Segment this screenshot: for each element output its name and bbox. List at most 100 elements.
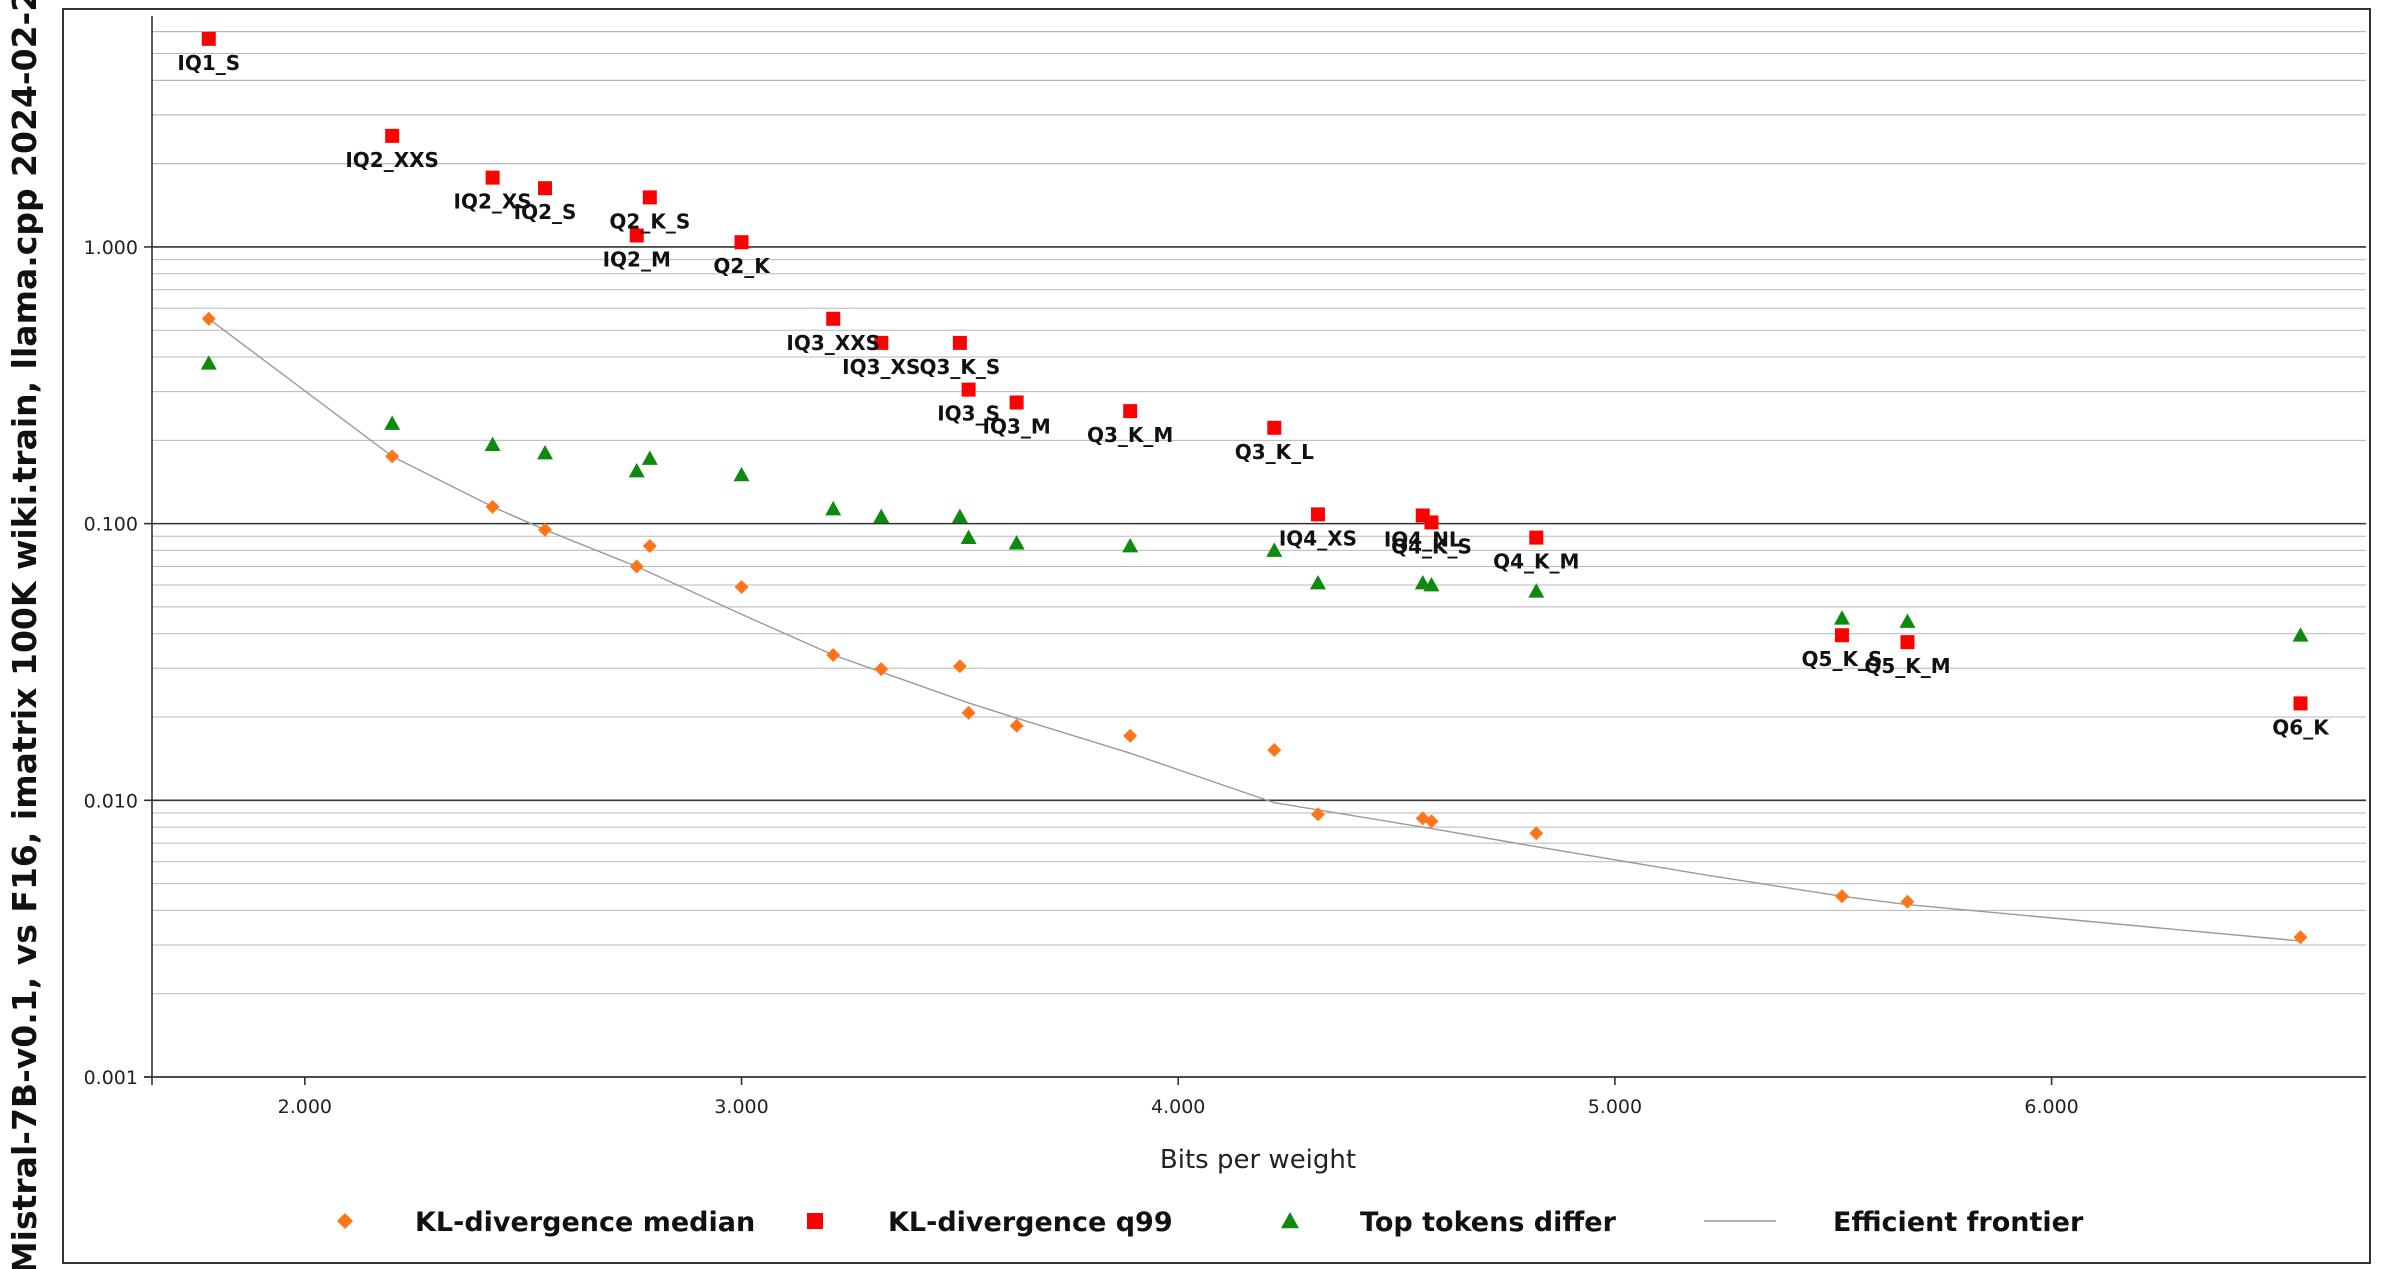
point-label: IQ3_XS <box>842 355 920 379</box>
efficient-frontier-line <box>208 318 2301 942</box>
point-label: IQ4_NL <box>1384 527 1462 551</box>
kl-median-point <box>1834 889 1849 904</box>
kl-q99-point <box>642 190 657 205</box>
point-label: Q5_K_S <box>1802 647 1883 671</box>
kl-median-point <box>1310 807 1325 822</box>
grid <box>152 31 2366 1078</box>
top-tokens-point <box>628 462 645 478</box>
kl-q99-point <box>201 31 216 46</box>
kl-q99-point <box>874 335 889 350</box>
kl-median-point <box>826 648 841 663</box>
legend-label: Top tokens differ <box>1360 1207 1617 1238</box>
legend-label: Efficient frontier <box>1833 1207 2084 1238</box>
point-label: IQ3_S <box>937 402 1000 426</box>
kl-median-point <box>1424 814 1439 829</box>
legend-label: KL-divergence q99 <box>888 1207 1173 1238</box>
point-label: Q4_K_S <box>1391 534 1472 558</box>
efficient-frontier <box>208 318 2301 942</box>
axes: 0.001 0.010 0.100 1.000 2.000 3.000 4.000 5.000… <box>84 16 2366 1118</box>
top-tokens-point <box>1122 538 1139 553</box>
y-tick-label: 0.100 <box>84 514 138 536</box>
kl-median-point <box>874 662 889 677</box>
kl-q99-point <box>1529 530 1544 545</box>
top-tokens-point <box>951 508 968 524</box>
point-label: Q6_K <box>2272 715 2330 739</box>
kl-q99-point <box>2293 696 2308 711</box>
x-tick-label: 2.000 <box>278 1096 332 1118</box>
kl-median-point <box>201 311 216 326</box>
point-label: IQ2_M <box>603 247 671 271</box>
top-tokens-point <box>200 355 217 370</box>
kl-median-point <box>485 499 500 514</box>
kl-q99-point <box>485 170 500 185</box>
kl-q99-point <box>1834 628 1849 643</box>
legend: KL-divergence median KL-divergence q99 Top… <box>337 1207 2084 1238</box>
point-label: IQ4_XS <box>1279 526 1357 550</box>
legend-triangle-icon <box>1281 1212 1299 1229</box>
kl-q99-point <box>629 228 644 243</box>
top-tokens-point <box>2292 627 2309 642</box>
top-tokens-point <box>873 508 890 524</box>
top-tokens-point <box>384 415 401 430</box>
kl-median-point <box>538 522 553 537</box>
x-tick-label: 3.000 <box>714 1096 768 1118</box>
point-label: Q5_K_M <box>1864 654 1950 678</box>
kl-median-point <box>961 705 976 720</box>
point-label: IQ2_XXS <box>345 148 439 172</box>
x-tick-label: 5.000 <box>1588 1096 1642 1118</box>
top-tokens-point <box>1423 577 1440 592</box>
kl-q99-point <box>538 181 553 196</box>
top-tokens-point <box>960 529 977 545</box>
top-tokens-point <box>733 466 750 482</box>
point-label: Q3_K_M <box>1087 423 1173 447</box>
kl-q99-point <box>1310 507 1325 522</box>
kl-median-point <box>1529 826 1544 841</box>
kl-median-point <box>734 580 749 595</box>
kl-q99-point <box>1267 420 1282 435</box>
kl-median-point <box>1123 728 1138 743</box>
kl-median-point <box>1009 718 1024 733</box>
point-label: IQ3_M <box>983 414 1051 438</box>
top-tokens-point <box>484 436 501 452</box>
point-label: IQ1_S <box>177 51 240 75</box>
x-tick-label: 6.000 <box>2024 1096 2078 1118</box>
point-label: Q2_K_S <box>609 209 690 233</box>
kl-q99-point <box>1424 515 1439 530</box>
chart-frame <box>62 8 2371 1264</box>
kl-median-point <box>1267 742 1282 757</box>
top-tokens-point <box>537 444 554 460</box>
kl-median-point <box>1900 894 1915 909</box>
top-tokens-point <box>1528 583 1545 598</box>
kl-q99-point <box>1900 635 1915 650</box>
marks <box>200 31 2309 945</box>
legend-diamond-icon <box>337 1213 353 1229</box>
point-label: Q3_K_S <box>919 355 1000 379</box>
kl-q99-point <box>734 235 749 250</box>
kl-median-point <box>2293 930 2308 945</box>
top-tokens-point <box>1309 575 1326 590</box>
kl-q99-point <box>961 382 976 397</box>
point-label: IQ3_XXS <box>786 331 880 355</box>
top-tokens-point <box>1833 610 1850 625</box>
y-tick-label: 0.010 <box>84 790 138 812</box>
kl-median-point <box>629 559 644 574</box>
x-axis-label: Bits per weight <box>1160 1145 1356 1175</box>
point-label: Q3_K_L <box>1235 440 1314 464</box>
y-axis-label: Mistral-7B-v0.1, vs F16, imatrix 100K wi… <box>5 0 44 1269</box>
top-tokens-point <box>641 450 658 465</box>
x-tick-label: 4.000 <box>1151 1096 1205 1118</box>
point-label: IQ2_XS <box>454 190 532 214</box>
legend-square-icon <box>807 1213 823 1229</box>
top-tokens-point <box>1266 542 1283 557</box>
kl-q99-point <box>952 335 967 350</box>
legend-label: KL-divergence median <box>415 1207 755 1238</box>
kl-median-point <box>952 659 967 674</box>
point-label: IQ2_S <box>514 200 577 224</box>
kl-q99-point <box>1123 404 1138 419</box>
kl-q99-point <box>826 311 841 326</box>
y-tick-label: 0.001 <box>84 1067 138 1089</box>
kl-median-point <box>642 539 657 554</box>
point-label: Q2_K <box>713 254 771 278</box>
